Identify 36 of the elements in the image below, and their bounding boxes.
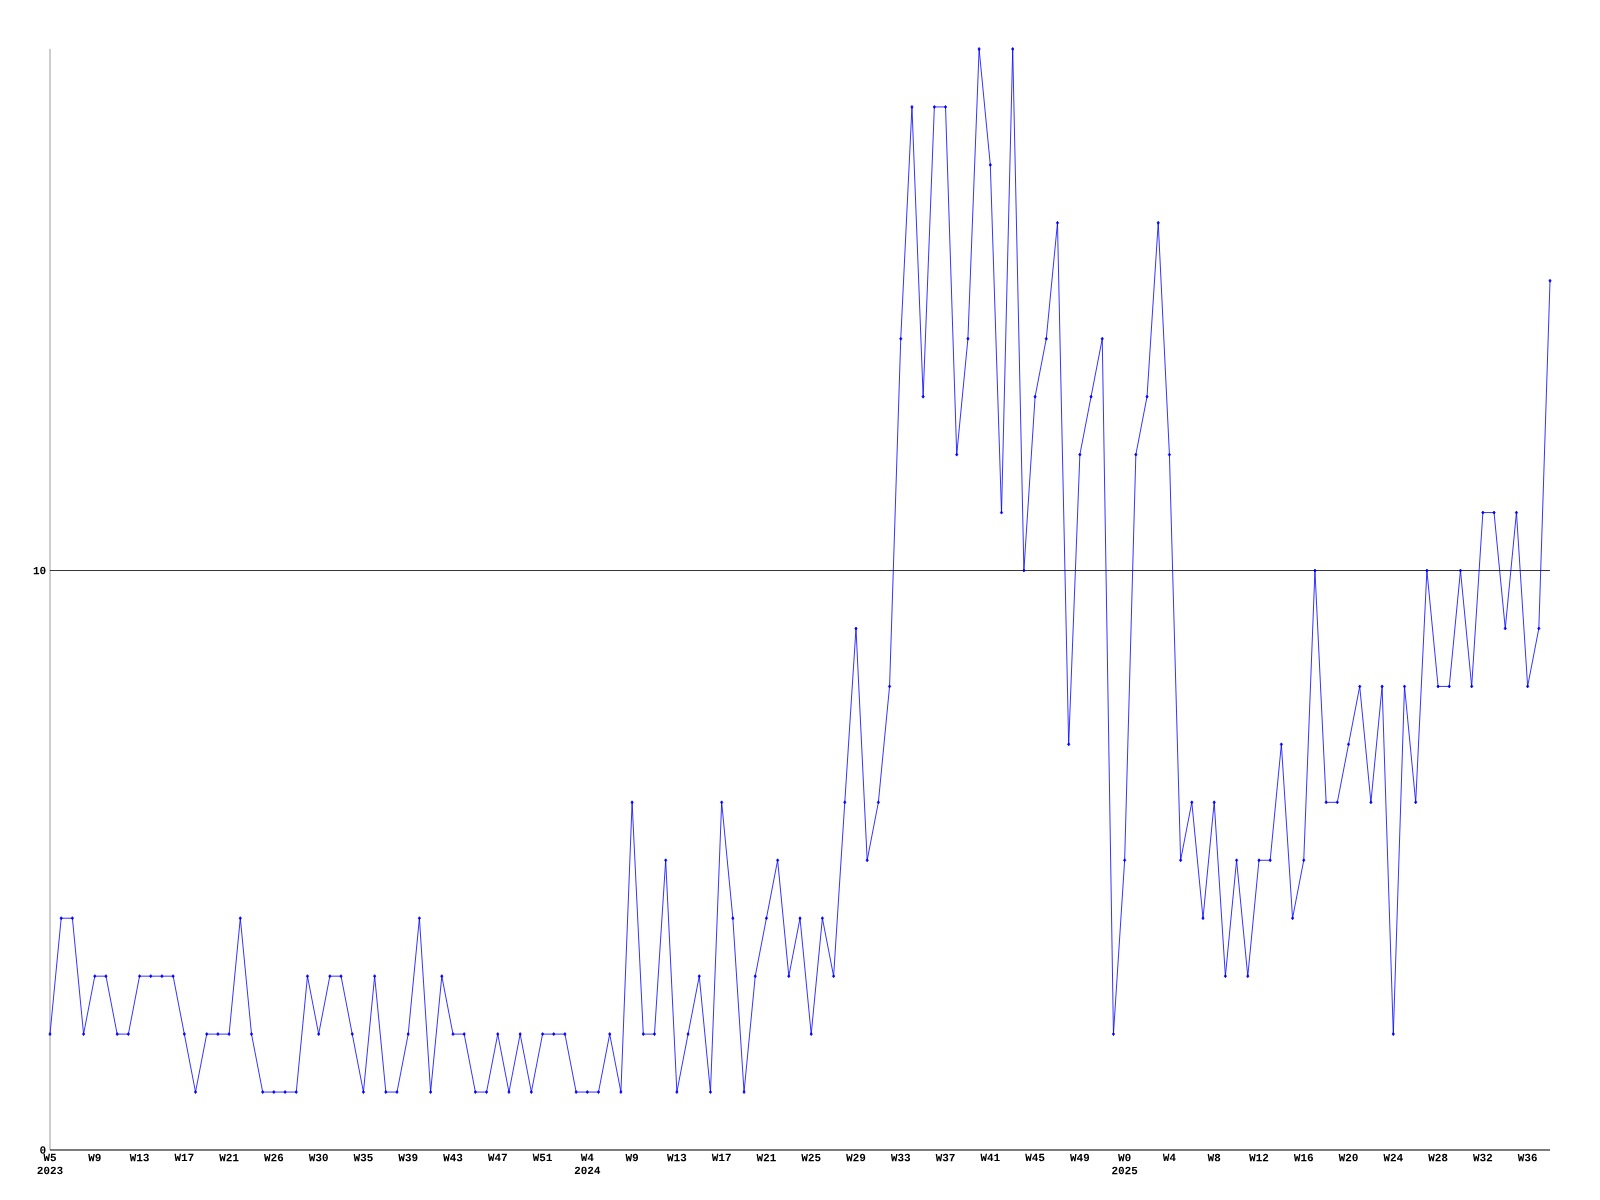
x-tick-label: W35: [353, 1153, 373, 1162]
y-tick-label: 0: [40, 1146, 46, 1154]
x-tick-label: W4: [1162, 1153, 1176, 1162]
x-tick-label: W30: [308, 1153, 328, 1162]
x-tick-label: W16: [1293, 1153, 1314, 1162]
x-tick-label: W5 2023: [37, 1153, 63, 1175]
x-tick-label: W20: [1338, 1153, 1358, 1162]
x-tick-label: W21: [756, 1153, 776, 1162]
x-tick-label: W45: [1025, 1153, 1045, 1162]
x-tick-label: W39: [398, 1153, 418, 1162]
x-tick-label: W28: [1428, 1153, 1448, 1162]
x-tick-label: W33: [890, 1153, 911, 1162]
x-tick-label: W41: [980, 1153, 1000, 1162]
x-tick-label: W47: [487, 1153, 507, 1162]
x-tick-label: W29: [846, 1153, 866, 1162]
x-tick-label: W32: [1473, 1153, 1493, 1162]
x-tick-label: W36: [1517, 1153, 1537, 1162]
x-tick-label: W0 2025: [1112, 1153, 1138, 1175]
x-tick-label: W43: [443, 1153, 463, 1162]
x-tick-label: W13: [667, 1153, 687, 1162]
x-tick-label: W51: [532, 1153, 552, 1162]
x-tick-label: W17: [174, 1153, 194, 1162]
x-tick-label: W12: [1249, 1153, 1269, 1162]
x-tick-label: W25: [801, 1153, 821, 1162]
x-tick-label: W8: [1207, 1153, 1221, 1162]
x-tick-label: W13: [129, 1153, 149, 1162]
x-tick-label: W21: [219, 1153, 239, 1162]
x-tick-label: W9: [88, 1153, 101, 1162]
x-tick-label: W17: [711, 1153, 731, 1162]
x-tick-label: W49: [1070, 1153, 1090, 1162]
y-tick-label: 10: [33, 566, 46, 575]
x-tick-label: W9: [625, 1153, 639, 1162]
x-tick-label: W24: [1383, 1153, 1403, 1162]
x-tick-label: W37: [935, 1153, 955, 1162]
x-tick-label: W4 2024: [574, 1153, 601, 1175]
x-tick-label: W26: [264, 1153, 284, 1162]
